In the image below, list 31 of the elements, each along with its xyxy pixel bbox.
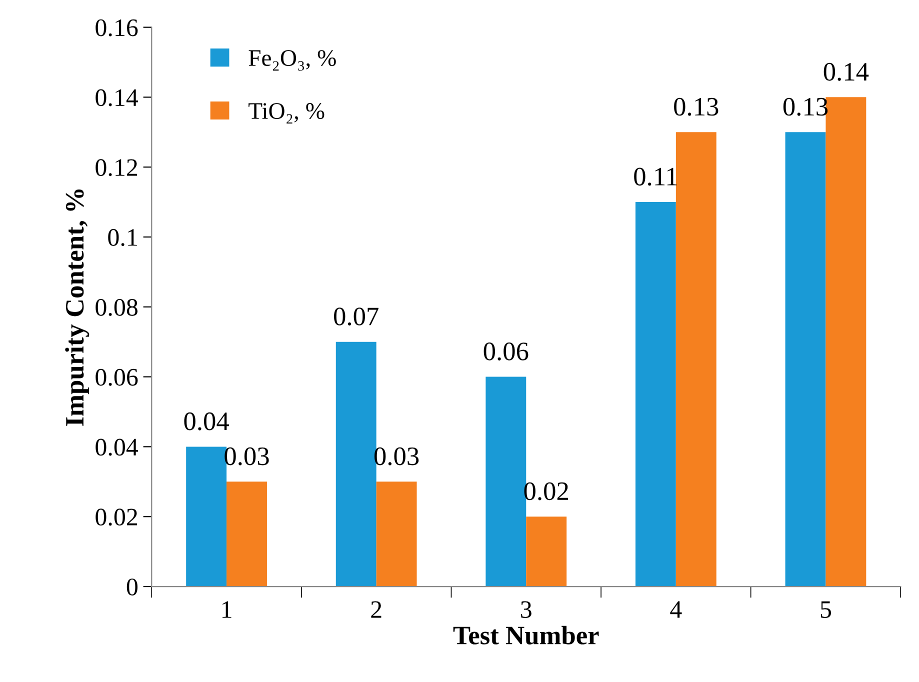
data-label: 0.14 xyxy=(824,62,869,81)
y-tick-label: 0.08 xyxy=(96,298,138,316)
y-tick-label: 0.04 xyxy=(96,438,138,456)
legend-label: TiO₂, % xyxy=(248,103,324,124)
y-tick-label: 0.12 xyxy=(96,159,138,176)
y-tick-label: 0 xyxy=(126,578,138,596)
data-label: 0.13 xyxy=(674,98,718,116)
y-tick-label: 0.02 xyxy=(96,508,138,526)
legend-label: Fe₂O₃, % xyxy=(248,50,336,71)
bar xyxy=(336,342,376,587)
bar xyxy=(635,202,676,587)
y-axis-title: Impurity Content, % xyxy=(65,190,90,426)
data-label: 0.07 xyxy=(334,308,378,326)
x-tick-label: 3 xyxy=(521,601,532,618)
x-tick-label: 1 xyxy=(222,601,232,618)
data-label: 0.04 xyxy=(184,412,229,430)
x-tick-label: 2 xyxy=(371,601,382,618)
x-tick-label: 4 xyxy=(670,601,682,618)
y-tick-label: 0.06 xyxy=(96,368,138,386)
y-tick-label: 0.1 xyxy=(108,229,137,246)
bar xyxy=(376,482,417,587)
x-tick-label: 5 xyxy=(820,601,831,618)
x-axis-title: Test Number xyxy=(453,626,599,644)
data-label: 0.06 xyxy=(484,342,528,360)
bar xyxy=(226,482,267,587)
bar xyxy=(676,132,716,587)
y-tick-label: 0.16 xyxy=(96,19,138,36)
bar xyxy=(826,97,866,587)
bar xyxy=(526,516,567,587)
bar xyxy=(785,132,826,587)
y-tick-label: 0.14 xyxy=(96,89,138,106)
